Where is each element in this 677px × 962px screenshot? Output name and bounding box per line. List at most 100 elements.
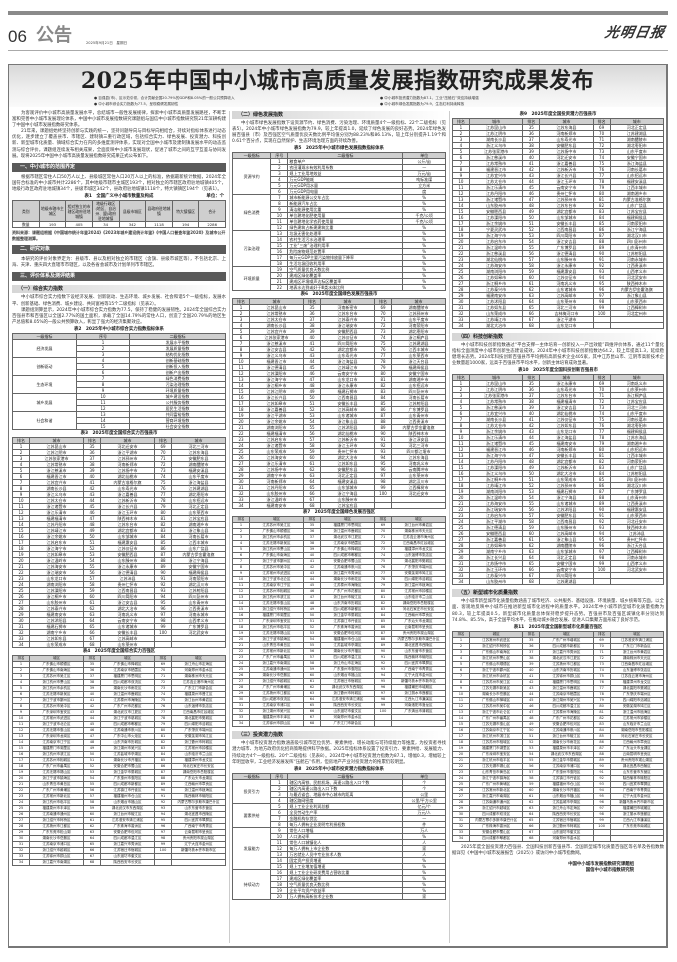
table-row: 21 浙江杭州市临平区 55 浙江金华市婺城区 89 贵州贵阳市观山湖区 — [452, 756, 665, 764]
table-row: 26 江苏海安市 60 湖北大冶市 94 江苏东海县 — [231, 454, 446, 462]
table-row: 1 广东佛山市顺德区 35 广东佛山市禅城区 69 浙江舟山市定海区 — [11, 660, 226, 668]
table11-title: 表11 2025年度全国新型城市化质量百强区 — [513, 624, 603, 630]
table-row: 2 广东佛山市南海区 36 江苏南京市栖霞区 70 河南郑州市金水区 — [11, 666, 226, 674]
table-row: 9 江苏常州市武进区 43 浙江嘉兴市秀洲区 77 安徽芜湖市鸠江区 — [231, 570, 446, 578]
city-cell: 内蒙古鄂尔多斯市康巴什区 — [391, 636, 446, 644]
table-row: 资源节约 1 粮食单产 公斤/亩 — [231, 158, 446, 196]
table10-tech-top100: 排名 城市 排名 城市 排名 城市 1 江苏昆山市 35 浙江永康市 69 河南巩义市 2 江苏江阴市 36… — [452, 374, 665, 586]
table7-green-top100-districts: 排名 城区 排名 城区 排名 城区 1 江苏苏州市吴江区 35 福建厦门市思明区 69 浙江台州市黄岩… — [231, 516, 446, 728]
table-header-row: 排名 城市 排名 城市 排名 城市 — [11, 436, 226, 444]
table2-title: 表2 2025年中小城市综合实力指数指标体系 — [74, 326, 164, 332]
city-cell — [609, 834, 665, 842]
table-row: 34 福建南安市 68 江苏宝应县 — [231, 502, 446, 510]
table-row: 34 山东荣成市 68 山东莱州市 — [11, 640, 226, 648]
city-cell: 河南郑州市金水区 — [539, 834, 594, 842]
table-row: 8 福建晋江市 42 江苏新沂市 76 河南长葛市 — [452, 166, 665, 173]
table-row: 27 浙江绍兴市越城区 61 江苏宿迁市宿城区 95 新疆乌鲁木齐市新市区 — [231, 678, 446, 686]
table-row: 24 浙江杭州市临平区 58 山东烟台市福山区 92 内蒙古鄂尔多斯市康巴什区 — [11, 798, 226, 806]
table3-title: 表3 2025年度全国综合实力百强县市 — [80, 430, 158, 436]
rank-cell: 34 — [231, 720, 251, 728]
first-level-indicator: 发展能力 — [231, 826, 272, 870]
city-cell: 陕西西安市长安区 — [100, 858, 155, 866]
second-level-indicator: 社会安全指数 — [129, 422, 226, 430]
rank-cell: 68 — [302, 502, 322, 510]
table3-top100-counties: 排名 城市 排名 城市 排名 城市 1 江苏昆山市 35 河北迁安市 69 河北三河市 2 江苏江阴市 36… — [11, 436, 226, 648]
table-row: 10 湖南长沙市岳麓区 44 江苏南京市栖霞区 78 广东肇庆市端州区 — [452, 690, 665, 698]
first-level-indicator: 创新驱动 — [12, 356, 77, 376]
table-row: 3 广东佛山市南海区 37 浙江嘉兴市秀洲区 71 浙江台州市黄岩区 — [452, 648, 665, 656]
table-row: 20 广东深圳市宝安区 54 湖北武汉市东西湖区 88 云南昆明市呈贡区 — [452, 750, 665, 758]
table-row: 23 广东广州市番禺区 57 四川成都市温江区 91 陕西榆林市榆阳区 — [231, 654, 446, 662]
table-row: 17 广东深圳市宝安区 51 江苏镇江市丹徒区 85 广东汕头市龙湖区 — [231, 618, 446, 626]
investment-paragraph: 中小城市投资潜力指数涵盖吸引城市区位优势、要素供给、增长动能与可持续能力等维度，… — [232, 741, 446, 765]
table-row: 31 江苏南京市浦口区 65 浙江嘉兴市秀洲区 99 辽宁大连市金州区 — [11, 840, 226, 848]
table-row: 9 江苏无锡市新吴区 43 浙江温州市鹿城区 77 湖北襄阳市樊城区 — [452, 684, 665, 692]
table-row: 17 江苏苏州市相城区 51 湖南长沙市开福区 85 福建漳州市龙文区 — [11, 756, 226, 764]
table-row: 6 浙江宁波市鄞州区 40 山东济南市历城区 74 山东淄博市张店区 — [452, 666, 665, 674]
table-row: 26 江苏常州市新北区 60 湖南长沙市开福区 94 广西南宁市青秀区 — [452, 786, 665, 794]
table-row: 投资引力 1 辖区内高铁、民航机场、高速公路出入口个数个 — [231, 778, 446, 804]
city-cell — [391, 720, 446, 728]
city-cell — [609, 578, 665, 586]
table7-title: 表7 2025年度全国绿色发展百强区 — [302, 510, 376, 516]
table9-investment-top100: 排名 城市 排名 城市 排名 城市 1 江苏昆山市 35 江苏东海县 69 河北正定县 2 江苏江阴市 36… — [452, 118, 665, 329]
table-row: 25 山东荣成市 59 贵州仁怀市 93 四川都江堰市 — [231, 448, 446, 456]
rank-cell: 68 — [82, 858, 102, 866]
table-row: 32 浙江湖州市吴兴区 66 山东潍坊市奎文区 100 广东清远市清城区 — [231, 708, 446, 716]
table-row: 22 广东广州市黄埔区 56 江苏镇江市丹徒区 90 浙江温州市瓯海区 — [11, 786, 226, 794]
rank-cell — [153, 858, 173, 866]
column-header: 地级行政区(地区、自治州、盟)政府驻地城镇 — [91, 200, 120, 223]
indicator-number: 20 — [270, 892, 289, 900]
table11-urbanization-top100-districts: 排名 城区 排名 城区 排名 城区 1 江苏常州市武进区 35 广东广州市增城区 69 江苏淮安市清江… — [452, 630, 665, 842]
table-row: 30 四川成都市双流区 64 江苏淮安市清江浦区 98 江西九江市濂溪区 — [231, 696, 446, 704]
table-row: 24 浙江宁波市镇海区 58 江苏镇江市丹徒区 92 陕西榆林市榆阳区 — [452, 774, 665, 782]
table-row: 5 江苏宜兴市 39 安徽肥西县 73 湖北枣阳市 — [231, 328, 446, 336]
city-cell: 江苏宝应县 — [320, 502, 375, 510]
table-row: 30 湖南长沙市岳麓区 64 四川成都市温江区 98 贵州贵阳市观山湖区 — [11, 834, 226, 842]
indicator-unit: % — [402, 284, 446, 292]
strength-paragraph: 课题组测算显示，2024年中小城市综合实力指数为77.5，保持了稳健的发展韧性。… — [12, 307, 226, 325]
table-row: 4 浙江杭州市萧山区 38 四川成都市双流区 72 江苏连云港市海州区 — [11, 678, 226, 686]
table-row: 15 浙江绍兴市柯桥区 49 四川成都市新都区 83 河北石家庄市长安区 — [231, 606, 446, 614]
section-heading-objects: 二、研究对象 — [12, 245, 226, 255]
table4-top100-districts: 排名 城区 排名 城区 排名 城区 1 广东佛山市顺德区 35 广东佛山市禅城区 69 浙江舟山市定海… — [11, 654, 226, 866]
table-row: 4 江苏无锡市新吴区 38 江苏南京市栖霞区 72 江西南昌市红谷滩区 — [231, 540, 446, 548]
table-row: 25 广东广州市黄埔区 59 福建福州市仓山区 93 四川宜宾市翠屏区 — [452, 780, 665, 788]
table-row: 12 江苏苏州市相城区 46 广东广州市花都区 80 江苏常州市钟楼区 — [231, 588, 446, 596]
table-row: 14 江苏无锡市惠山区 48 山东济南市历城区 82 湖南岳阳市岳阳楼区 — [231, 600, 446, 608]
table-row: 13 浙江宁波市北仑区 47 江苏泰州市海陵区 81 浙江温州市瓯海区 — [452, 708, 665, 716]
rank-cell: 34 — [11, 640, 31, 648]
column-header: 相对独立的市辖区政府驻地城镇 — [65, 200, 93, 223]
table-row: 26 湖南长沙市岳麓区 60 山东烟台市福山区 94 辽宁大连市金州区 — [231, 672, 446, 680]
table-row: 1 江苏常州市武进区 35 广东广州市增城区 69 江苏淮安市清江浦区 — [452, 636, 665, 644]
table-row: 17 浙江杭州市滨江区 51 浙江台州市椒江区 85 河北石家庄市长安区 — [452, 732, 665, 740]
table9-title: 表9 2025年度全国投资潜力百强县市 — [519, 112, 597, 117]
first-level-indicator: 持续动力 — [231, 868, 272, 900]
table-row: 6 江苏无锡市新吴区 40 浙江温州市鹿城区 74 福建泉州市晋江区 — [11, 690, 226, 698]
first-level-indicator: 生态环境 — [12, 374, 77, 394]
first-level-indicator: 城乡发展 — [12, 392, 77, 412]
table4-title: 表4 2025年度全国综合实力百强区 — [82, 648, 156, 654]
table-row: 18 江苏苏州市相城区 52 湖南长沙市雨花区 86 江西赣州市章贡区 — [452, 738, 665, 746]
table-row: 3 江苏张家港市 37 江苏东台市 71 浙江桐庐县 — [452, 392, 665, 400]
city-cell — [609, 322, 665, 329]
column-header: 县政府驻地城镇 — [145, 200, 173, 223]
table-row: 18 浙江杭州市临平区 52 广东珠海市香洲区 86 云南昆明市呈贡区 — [231, 624, 446, 632]
table-row: 绿色消费 7 城市新能源公交车占比% — [231, 194, 446, 232]
column-3: 表9 2025年度全国投资潜力百强县市 排名 城市 排名 城市 排名 城市 1 江苏昆山市 35… — [452, 111, 665, 874]
column-header: 县级市城区 — [118, 200, 147, 223]
rank-cell: 34 — [231, 502, 251, 510]
table-row: 34 湖北大冶市 68 山东龙口市 — [452, 322, 665, 329]
green-paragraph: 中小城市绿色发展指数下设资源节约、绿色消费、污染治理、环境质量4个一级指标、22… — [232, 121, 446, 145]
table-row: 4 浙江杭州市萧山区 38 湖北武汉市江夏区 72 湖南株洲市天元区 — [452, 654, 665, 662]
city-cell: 内蒙古鄂尔多斯市康巴什区 — [468, 816, 524, 824]
table-row: 23 山东青岛市黄岛区 57 广东惠州市惠阳区 91 山东东营市东营区 — [452, 768, 665, 776]
table-row: 24 浙江嘉兴市南湖区 58 浙江舟山市定海区 92 四川宜宾市翠屏区 — [231, 660, 446, 668]
table-row: 5 江苏张家港市 39 江苏扬中市 73 山东平度市 — [452, 148, 665, 155]
highlight-bullet: 中小城市综合实力指数为77.5，呈现稳健发展韧性 — [94, 102, 178, 106]
second-level-indicator: 万人拥有高新技术企业数 — [287, 892, 404, 900]
table-row: 26 江苏南通市通州区 60 浙江台州市椒江区 94 湖北宜昌市西陵区 — [11, 810, 226, 818]
rank-cell: 68 — [82, 640, 102, 648]
table-row: 34 浙江嘉兴市南湖区 68 陕西西安市长安区 — [11, 858, 226, 866]
newspaper-logo: 光明日报 — [603, 25, 667, 41]
